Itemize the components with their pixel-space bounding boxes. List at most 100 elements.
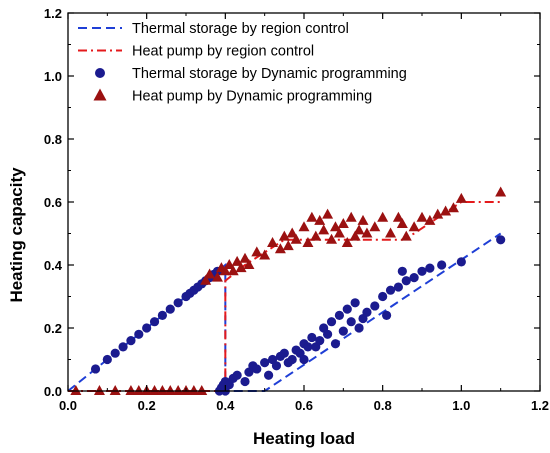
data-point-circle (299, 354, 309, 365)
data-point-triangle (302, 236, 314, 247)
data-point-triangle (353, 224, 365, 235)
y-tick-label: 1.0 (44, 69, 62, 84)
data-point-triangle (164, 385, 176, 395)
y-tick-label: 0.0 (44, 384, 62, 399)
data-point-triangle (326, 233, 338, 244)
data-point-triangle (447, 202, 459, 213)
data-point-triangle (341, 236, 353, 247)
x-tick-label: 1.0 (452, 398, 470, 413)
data-point-circle (342, 304, 352, 314)
data-point-triangle (227, 265, 239, 276)
data-point-triangle (345, 211, 357, 222)
data-point-triangle (416, 211, 428, 222)
data-point-triangle (495, 186, 507, 197)
y-tick-label: 0.2 (44, 321, 62, 336)
data-point-circle (287, 354, 297, 365)
data-point-triangle (392, 211, 404, 222)
legend-label: Thermal storage by Dynamic programming (132, 66, 407, 82)
data-point-triangle (172, 385, 184, 395)
data-point-triangle (337, 218, 349, 229)
data-point-triangle (267, 236, 279, 247)
data-point-circle (279, 348, 289, 358)
data-point-triangle (223, 259, 235, 269)
data-point-circle (397, 266, 407, 276)
data-point-triangle (278, 230, 290, 241)
data-point-triangle (314, 214, 326, 225)
legend-label: Heat pump by region control (132, 44, 314, 60)
x-tick-label: 1.2 (531, 398, 549, 413)
legend-label: Thermal storage by region control (132, 21, 349, 37)
data-point-circle (350, 298, 360, 308)
data-point-triangle (286, 227, 298, 238)
data-point-circle (134, 329, 144, 339)
data-point-triangle (204, 268, 216, 279)
data-point-circle (149, 317, 160, 327)
data-point-triangle (219, 265, 231, 276)
data-point-triangle (133, 385, 145, 395)
data-point-circle (354, 323, 364, 333)
data-point-triangle (243, 259, 255, 269)
data-point-circle (409, 273, 419, 283)
x-axis-title: Heating load (253, 429, 355, 448)
data-point-circle (173, 298, 183, 308)
x-tick-label: 0.2 (138, 398, 156, 413)
plot-area (67, 186, 507, 396)
x-tick-label: 0.0 (59, 398, 77, 413)
y-tick-label: 0.6 (44, 195, 62, 210)
data-point-circle (362, 307, 372, 317)
y-axis-title: Heating capacity (7, 167, 26, 303)
data-point-triangle (196, 385, 208, 395)
data-point-triangle (400, 230, 412, 241)
data-point-circle (315, 336, 325, 346)
data-point-triangle (396, 218, 408, 229)
data-point-circle (338, 326, 348, 336)
data-point-circle (142, 323, 152, 333)
data-point-triangle (200, 274, 212, 285)
y-tick-label: 0.8 (44, 132, 62, 147)
axes: 0.0 0.2 0.4 0.6 0.8 1.0 1.2 0.0 0.2 0.4 0.6 0.8 1.0 1… (44, 6, 549, 413)
data-point-circle (260, 358, 270, 368)
data-point-triangle (306, 211, 318, 222)
data-point-circle (271, 361, 282, 371)
data-point-triangle (440, 205, 452, 216)
data-point-triangle (357, 214, 369, 225)
data-point-circle (110, 348, 120, 358)
data-point-circle (370, 301, 380, 311)
data-point-triangle (149, 385, 161, 395)
y-tick-label: 1.2 (44, 6, 62, 21)
data-point-triangle (318, 224, 330, 235)
data-point-triangle (251, 246, 263, 257)
data-point-triangle (231, 255, 243, 266)
data-point-circle (264, 370, 274, 380)
data-point-triangle (432, 208, 444, 219)
data-point-triangle (408, 221, 420, 232)
data-point-circle (334, 310, 344, 320)
data-point-triangle (322, 208, 334, 219)
data-point-circle (303, 342, 313, 352)
data-point-circle (252, 364, 262, 374)
legend-circle-swatch (95, 68, 105, 78)
data-point-circle (330, 339, 341, 349)
data-point-triangle (377, 211, 389, 222)
data-point-triangle (298, 221, 310, 232)
data-point-triangle (369, 221, 381, 232)
legend-label: Heat pump by Dynamic programming (132, 89, 372, 105)
data-point-circle (240, 376, 250, 387)
data-point-circle (378, 291, 388, 302)
data-point-triangle (385, 227, 397, 238)
data-point-triangle (93, 385, 105, 395)
data-point-triangle (109, 385, 121, 395)
data-point-triangle (349, 230, 361, 241)
data-point-circle (456, 257, 466, 267)
data-point-circle (437, 260, 447, 270)
data-point-circle (385, 285, 396, 295)
data-point-circle (232, 370, 242, 380)
data-point-triangle (239, 252, 251, 263)
legend-triangle-swatch (93, 88, 107, 101)
y-tick-label: 0.4 (44, 258, 63, 273)
x-tick-label: 0.8 (374, 398, 392, 413)
data-point-triangle (333, 227, 345, 238)
data-point-triangle (290, 233, 302, 244)
data-point-triangle (188, 385, 200, 395)
